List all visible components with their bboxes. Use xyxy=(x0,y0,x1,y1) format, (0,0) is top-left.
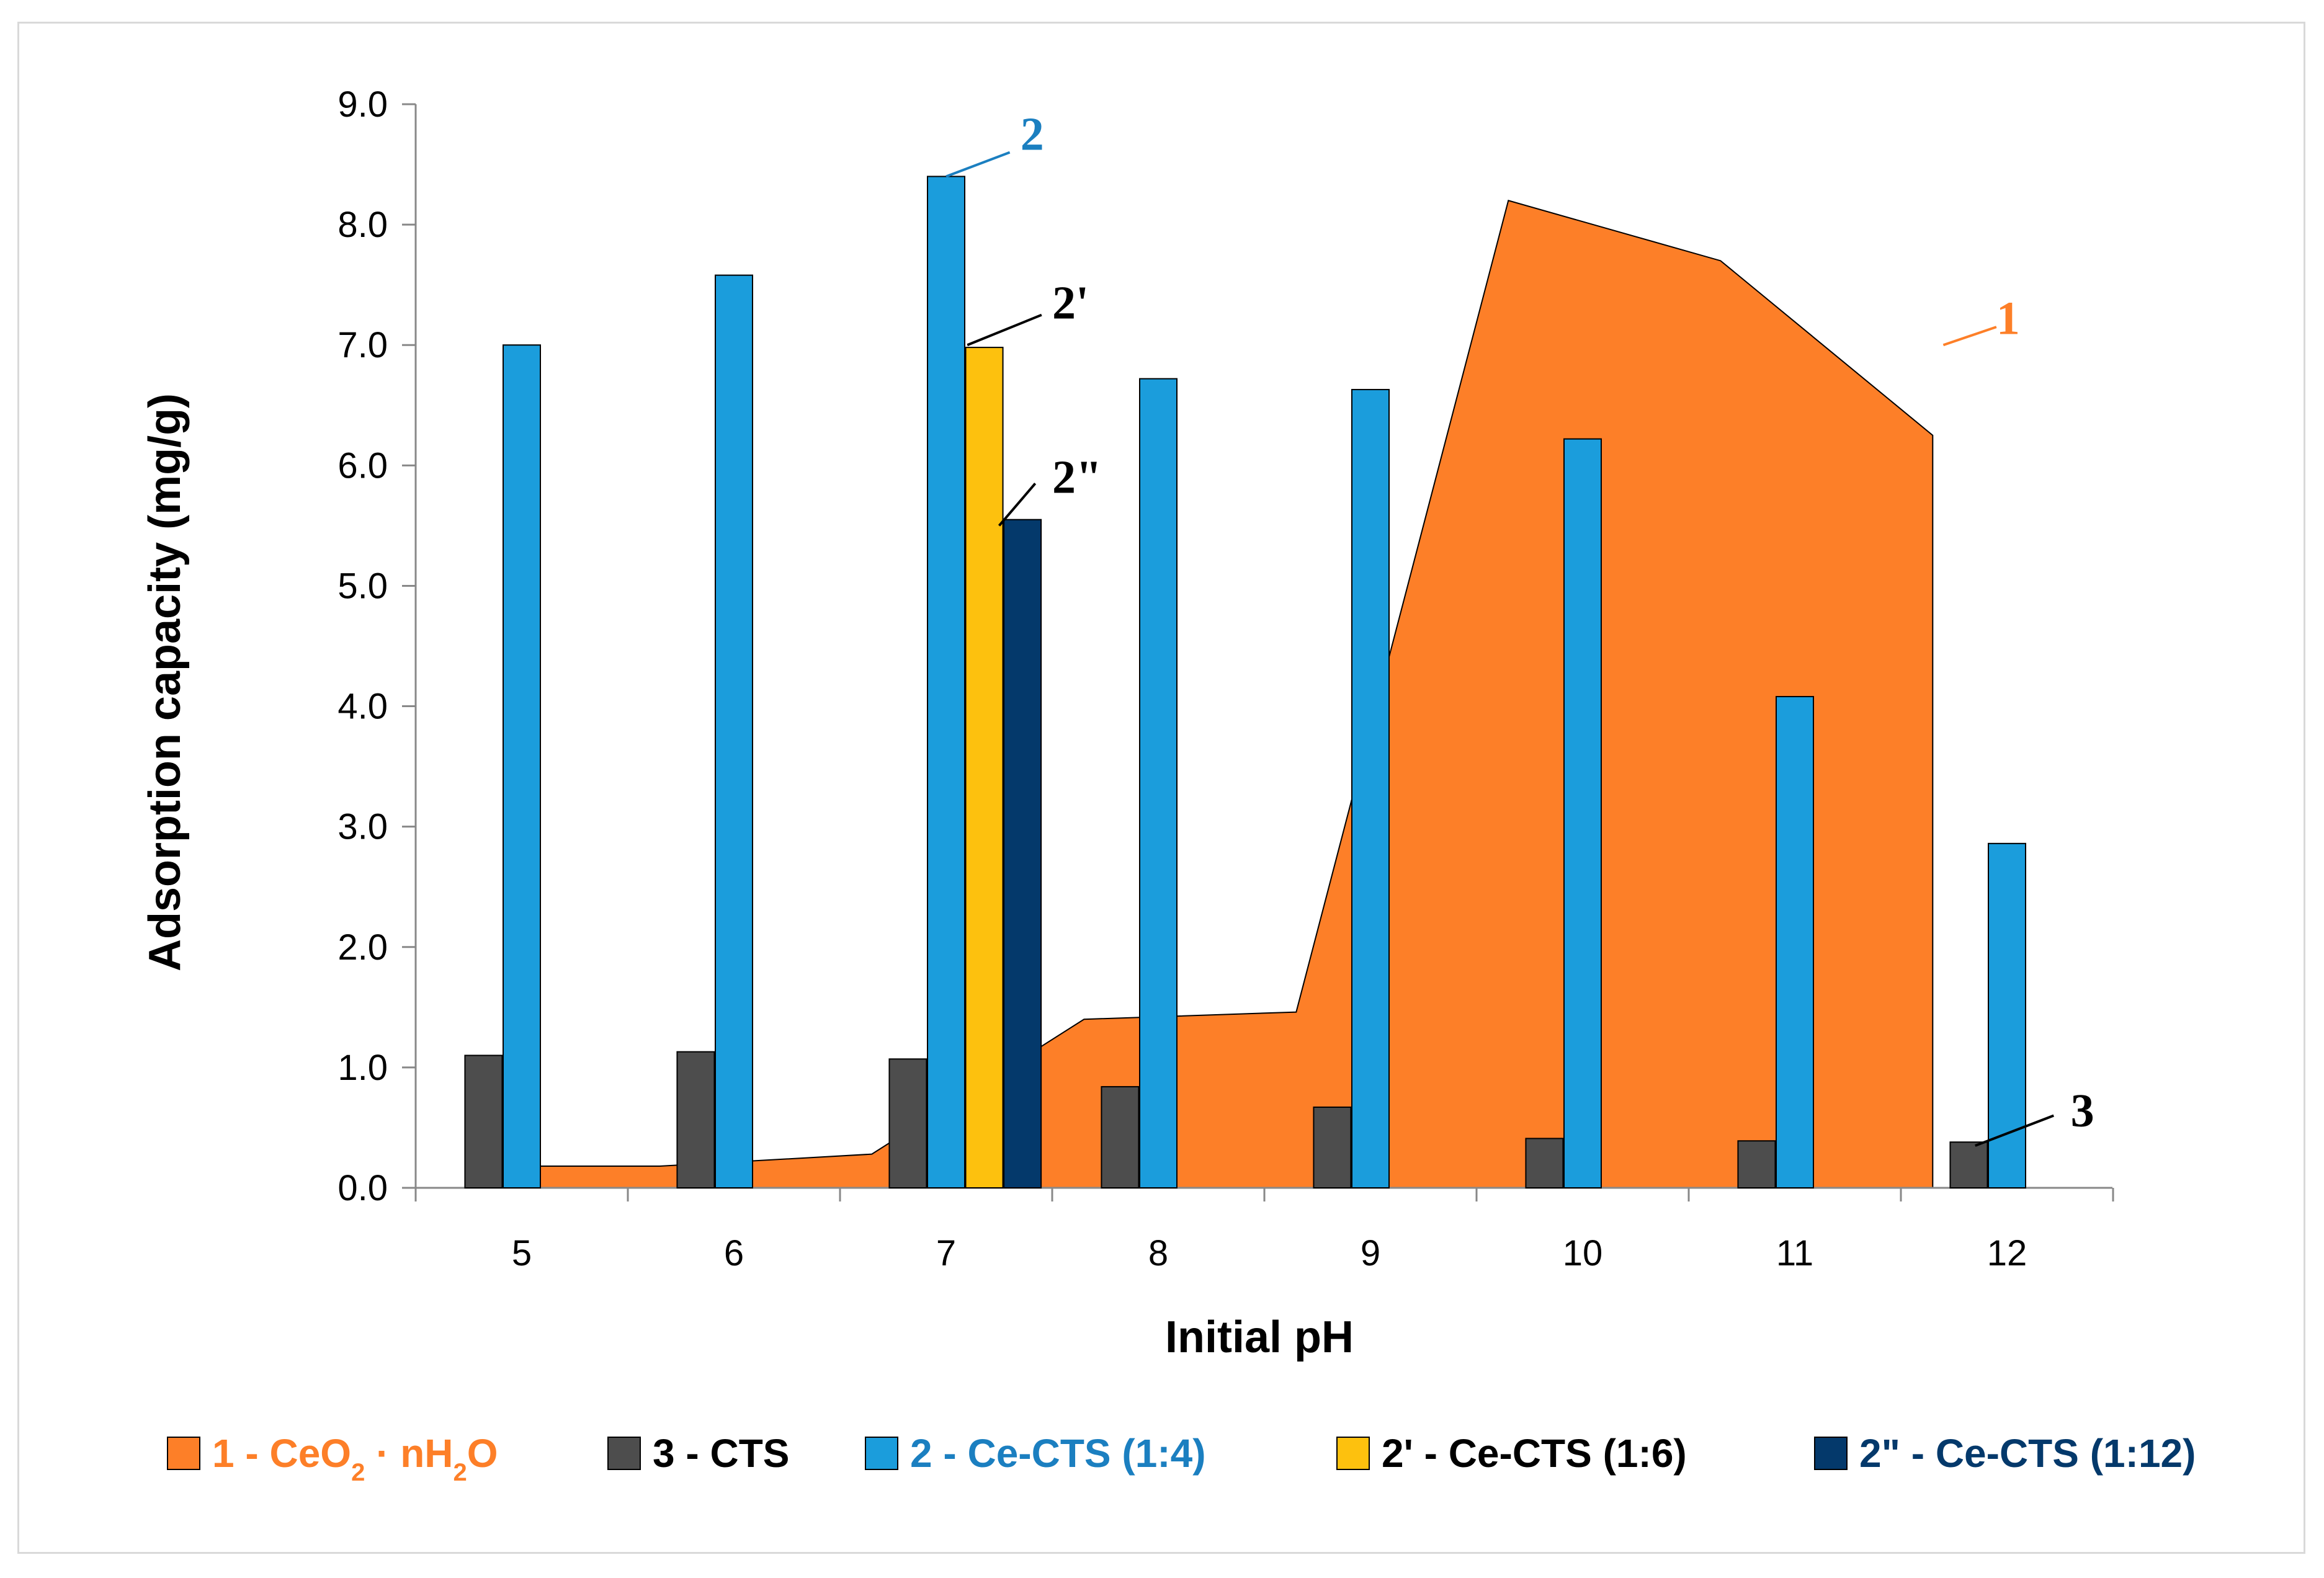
annotation-label: 2' xyxy=(1052,277,1089,329)
bar-1-9 xyxy=(1351,389,1390,1188)
annotation-leader xyxy=(1942,326,1997,347)
y-tick-label: 5.0 xyxy=(337,566,388,606)
annotation-leader xyxy=(998,483,1037,527)
legend-label-part: 2 xyxy=(454,1459,467,1486)
legend-label: 1 - CeO2 · nH2O xyxy=(212,1431,498,1486)
bar-0-12 xyxy=(1949,1141,1988,1189)
bar-1-6 xyxy=(715,274,753,1188)
legend-swatch xyxy=(607,1437,641,1470)
legend-label-part: O xyxy=(467,1431,498,1476)
legend: 1 - CeO2 · nH2O 3 - CTS 2 - Ce-CTS (1:4) 2'… xyxy=(167,1431,2196,1486)
bar-1-11 xyxy=(1776,696,1814,1188)
legend-label-part: · nH xyxy=(365,1431,453,1476)
legend-label-part: 2 xyxy=(351,1459,365,1486)
x-tick-label: 9 xyxy=(1361,1233,1380,1273)
y-tick-label: 4.0 xyxy=(337,687,388,727)
bar-2-7 xyxy=(965,347,1004,1188)
bar-0-8 xyxy=(1101,1085,1140,1188)
y-tick-label: 3.0 xyxy=(337,807,388,847)
x-tick-label: 7 xyxy=(936,1233,956,1273)
x-axis-title: Initial pH xyxy=(1165,1313,1354,1362)
bar-0-10 xyxy=(1525,1138,1564,1188)
tick-labels-layer: 0.01.02.03.04.05.06.07.08.09.05 6 7 8 9 10 11 1… xyxy=(337,84,2027,1273)
bars-layer xyxy=(464,176,2026,1189)
y-tick-label: 9.0 xyxy=(337,84,388,125)
y-tick-label: 2.0 xyxy=(337,927,388,968)
bar-3-7 xyxy=(1003,519,1042,1188)
y-tick-label: 8.0 xyxy=(337,205,388,245)
y-tick-label: 6.0 xyxy=(337,445,388,486)
bar-0-9 xyxy=(1313,1106,1352,1188)
x-tick-label: 5 xyxy=(512,1233,532,1273)
bar-0-11 xyxy=(1737,1140,1776,1188)
annotation-label: 1 xyxy=(1996,293,2020,345)
annotation-leader xyxy=(945,151,1011,178)
legend-swatch xyxy=(865,1437,898,1470)
x-tick-label: 6 xyxy=(724,1233,744,1273)
annotation-label: 3 xyxy=(2071,1085,2094,1137)
legend-swatch xyxy=(167,1437,200,1470)
bar-1-7 xyxy=(927,176,965,1188)
annotation-label: 2 xyxy=(1021,109,1044,161)
x-tick-label: 8 xyxy=(1148,1233,1168,1273)
legend-swatch xyxy=(1814,1437,1848,1470)
y-tick-label: 0.0 xyxy=(337,1168,388,1208)
legend-label: 2 - Ce-CTS (1:4) xyxy=(910,1431,1206,1476)
bar-0-5 xyxy=(464,1054,503,1188)
bar-1-10 xyxy=(1563,438,1602,1188)
annotations-layer: 2 2' 2" 1 3 xyxy=(945,109,2094,1147)
legend-label: 3 - CTS xyxy=(653,1431,789,1476)
annotation-leader xyxy=(967,313,1042,347)
y-tick-label: 7.0 xyxy=(337,325,388,365)
x-tick-label: 12 xyxy=(1987,1233,2027,1273)
x-tick-label: 10 xyxy=(1563,1233,1603,1273)
bar-1-5 xyxy=(503,344,541,1189)
bar-0-7 xyxy=(888,1058,927,1189)
bar-0-6 xyxy=(676,1051,715,1188)
x-tick-label: 11 xyxy=(1776,1233,1813,1273)
legend-swatch xyxy=(1336,1437,1370,1470)
bar-1-8 xyxy=(1139,378,1178,1188)
y-axis-title: Adsorption capacity (mg/g) xyxy=(140,393,190,971)
legend-label: 2" - Ce-CTS (1:12) xyxy=(1859,1431,2196,1476)
annotation-label: 2" xyxy=(1052,452,1102,504)
annotation-leader xyxy=(1974,1114,2054,1147)
y-tick-label: 1.0 xyxy=(337,1048,388,1088)
bar-1-12 xyxy=(1988,842,2026,1188)
legend-label: 2' - Ce-CTS (1:6) xyxy=(1382,1431,1687,1476)
legend-label-part: 1 - CeO xyxy=(212,1431,351,1476)
